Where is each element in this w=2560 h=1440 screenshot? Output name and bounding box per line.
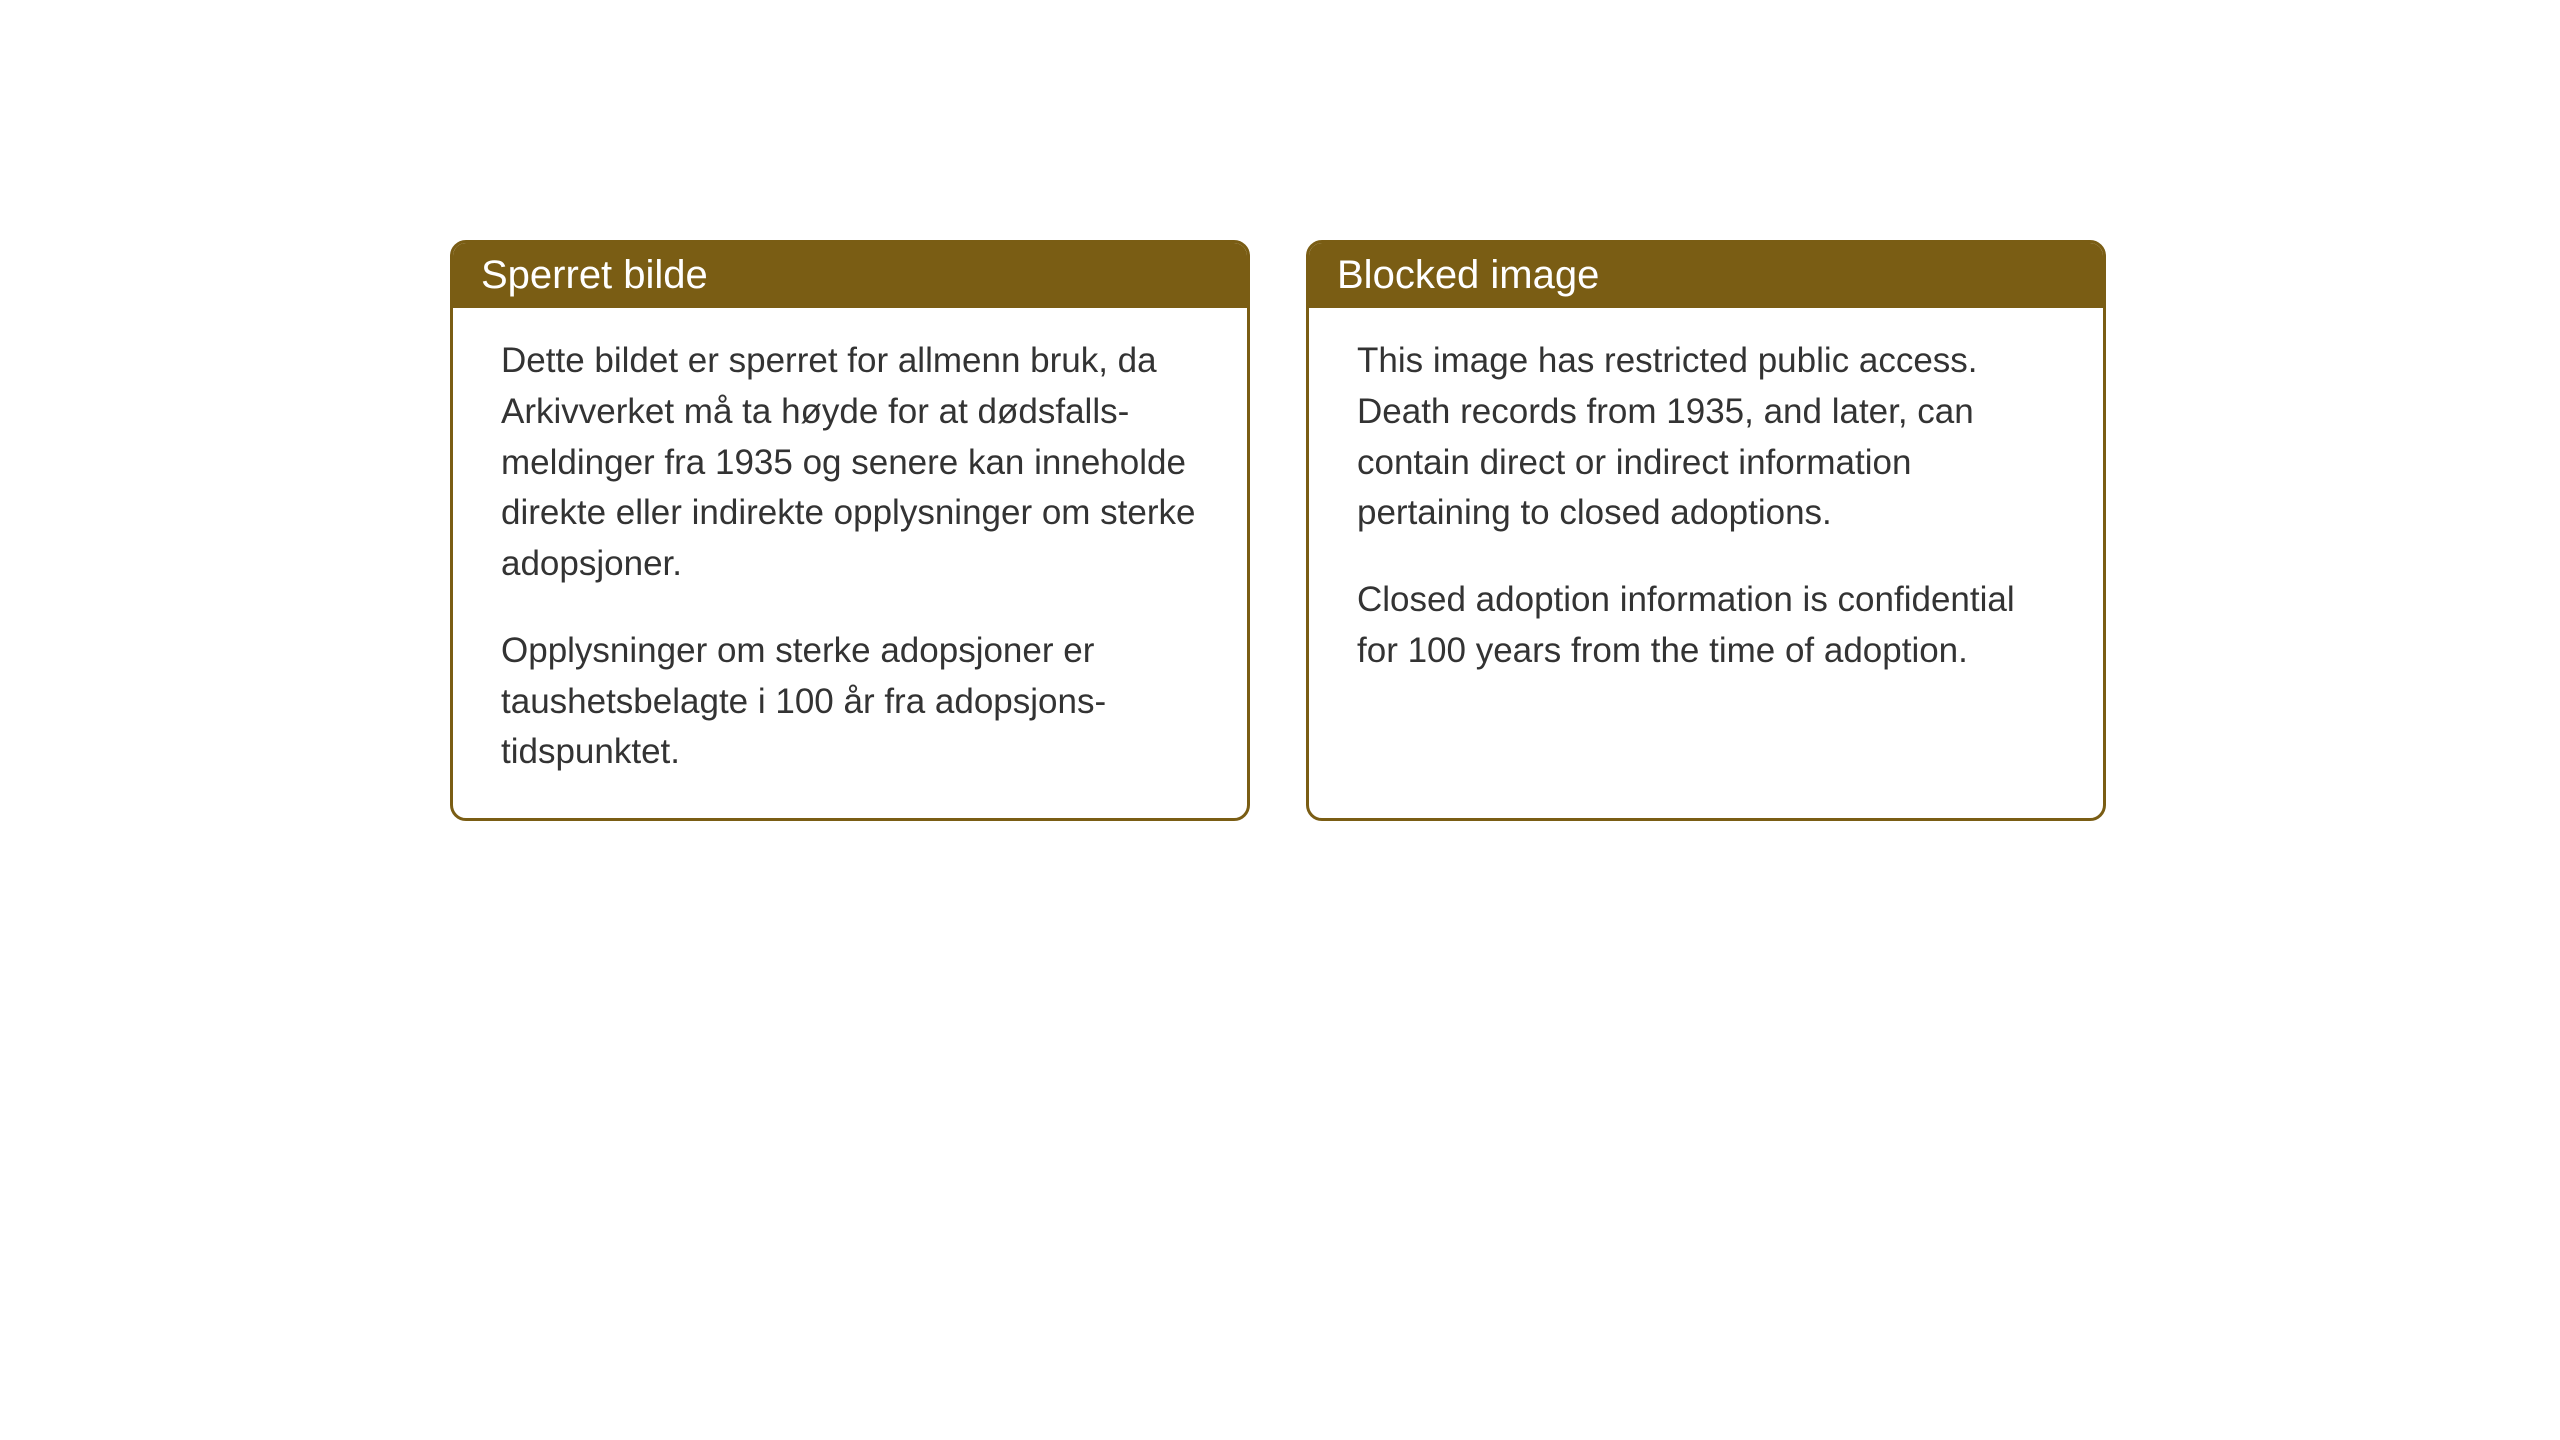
card-header-norwegian: Sperret bilde xyxy=(453,243,1247,308)
paragraph-2-norwegian: Opplysninger om sterke adopsjoner er tau… xyxy=(501,626,1199,778)
card-title-english: Blocked image xyxy=(1337,253,1599,297)
notice-card-english: Blocked image This image has restricted … xyxy=(1306,240,2106,821)
card-header-english: Blocked image xyxy=(1309,243,2103,308)
notice-card-norwegian: Sperret bilde Dette bildet er sperret fo… xyxy=(450,240,1250,821)
card-title-norwegian: Sperret bilde xyxy=(481,253,708,297)
notice-container: Sperret bilde Dette bildet er sperret fo… xyxy=(450,240,2106,821)
paragraph-2-english: Closed adoption information is confident… xyxy=(1357,575,2055,677)
paragraph-1-norwegian: Dette bildet er sperret for allmenn bruk… xyxy=(501,336,1199,590)
card-body-english: This image has restricted public access.… xyxy=(1309,308,2103,748)
card-body-norwegian: Dette bildet er sperret for allmenn bruk… xyxy=(453,308,1247,818)
paragraph-1-english: This image has restricted public access.… xyxy=(1357,336,2055,539)
